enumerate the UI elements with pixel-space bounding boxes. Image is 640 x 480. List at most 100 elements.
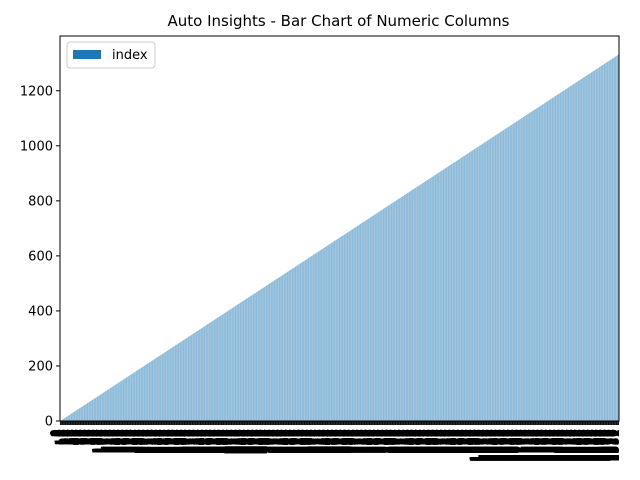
x-tick-label: 117 [98, 429, 113, 454]
x-tick-label: 202 [134, 429, 149, 454]
x-tick-label: 100 [91, 429, 106, 454]
x-tick-label: 192 [130, 429, 145, 454]
x-tick-label: 226 [144, 429, 159, 454]
x-tick-label: 149 [112, 429, 127, 454]
x-tick-label: 161 [117, 429, 132, 454]
x-tick-label: 24 [59, 429, 74, 446]
x-tick-label: 1 [50, 429, 65, 437]
x-tick-label: 206 [136, 429, 151, 454]
x-tick-label: 111 [96, 429, 111, 454]
x-tick-label: 225 [144, 429, 159, 454]
x-tick-label: 215 [139, 429, 154, 454]
x-tick-label: 227 [144, 429, 159, 454]
x-tick-label: 112 [96, 429, 111, 454]
x-tick-label: 6 [52, 429, 67, 437]
x-tick-label: 170 [121, 429, 136, 454]
x-tick-label: 169 [120, 429, 135, 454]
x-tick-label: 204 [135, 429, 150, 454]
x-tick-label: 237 [149, 429, 164, 454]
x-tick-label: 160 [116, 429, 131, 454]
x-tick-label: 5 [51, 429, 66, 437]
x-tick-label: 249 [154, 429, 169, 454]
x-tick-label: 140 [108, 429, 123, 454]
x-tick-label: 118 [99, 429, 114, 454]
x-tick-label: 124 [101, 429, 116, 454]
x-tick-label: 57 [73, 429, 88, 446]
x-tick-label: 91 [87, 429, 102, 446]
x-tick-label: 172 [121, 429, 136, 454]
x-tick-label: 184 [126, 429, 141, 454]
x-tick-label: 48 [69, 429, 84, 446]
x-tick-label: 241 [150, 429, 165, 454]
x-tick-label: 89 [87, 429, 102, 446]
x-tick-label: 134 [105, 429, 120, 454]
x-tick-label: 245 [152, 429, 167, 454]
x-tick-label: 84 [84, 429, 99, 446]
x-tick-label: 179 [124, 429, 139, 454]
x-tick-label: 130 [104, 429, 119, 454]
x-tick-label: 194 [131, 429, 146, 454]
x-tick-label: 171 [121, 429, 136, 454]
x-tick-label: 99 [91, 429, 106, 446]
x-tick-label: 51 [71, 429, 86, 446]
x-tick-label: 136 [106, 429, 121, 454]
x-tick-label: 150 [112, 429, 127, 454]
x-tick-label: 3 [50, 429, 65, 437]
x-tick-label: 185 [127, 429, 142, 454]
x-tick-label: 212 [138, 429, 153, 454]
x-tick-label: 168 [120, 429, 135, 454]
x-tick-label: 68 [78, 429, 93, 446]
x-tick-label: 14 [55, 429, 70, 446]
x-tick-label: 163 [118, 429, 133, 454]
x-tick-label: 25 [60, 429, 75, 446]
x-tick-label: 209 [137, 429, 152, 454]
x-tick-label: 90 [87, 429, 102, 446]
x-tick-label: 33 [63, 429, 78, 446]
x-tick-label: 50 [70, 429, 85, 446]
x-tick-label: 98 [90, 429, 105, 446]
x-tick-label: 128 [103, 429, 118, 454]
x-tick-label: 56 [73, 429, 88, 446]
x-tick-label: 52 [71, 429, 86, 446]
x-tick-label: 244 [152, 429, 167, 454]
x-tick-label: 239 [149, 429, 164, 454]
x-tick-label: 31 [62, 429, 77, 446]
x-tick-label: 183 [126, 429, 141, 454]
plot-area [60, 54, 619, 422]
x-tick-label: 113 [97, 429, 112, 454]
x-tick-label: 59 [74, 429, 89, 446]
x-tick-label: 7 [52, 429, 67, 437]
x-tick-label: 95 [89, 429, 104, 446]
x-tick-label: 144 [110, 429, 125, 454]
x-tick-label: 219 [141, 429, 156, 454]
x-tick-label: 166 [119, 429, 134, 454]
x-tick-label: 199 [133, 429, 148, 454]
x-tick-label: 115 [97, 429, 112, 454]
x-tick-label: 207 [136, 429, 151, 454]
x-tick-label: 93 [88, 429, 103, 446]
x-tick-label: 46 [69, 429, 84, 446]
x-tick-label: 232 [147, 429, 162, 454]
x-tick-label: 58 [74, 429, 89, 446]
x-tick-label: 37 [65, 429, 80, 446]
x-tick-label: 247 [153, 429, 168, 454]
x-tick-label: 187 [128, 429, 143, 454]
x-tick-label: 82 [84, 429, 99, 446]
x-tick-label: 62 [75, 429, 90, 446]
x-tick-label: 103 [92, 429, 107, 454]
x-tick-label: 167 [119, 429, 134, 454]
x-tick-label: 41 [66, 429, 81, 446]
x-tick-label: 13 [55, 429, 70, 446]
x-tick-label: 220 [141, 429, 156, 454]
x-tick-label: 211 [138, 429, 153, 454]
y-tick-label: 600 [28, 249, 53, 264]
x-tick-label: 80 [83, 429, 98, 446]
x-tick-label: 182 [126, 429, 141, 454]
x-tick-label: 189 [128, 429, 143, 454]
x-tick-label: 79 [82, 429, 97, 446]
x-tick-label: 200 [133, 429, 148, 454]
x-tick-label: 16 [56, 429, 71, 446]
x-tick-label: 203 [134, 429, 149, 454]
x-tick-label: 4 [51, 429, 66, 437]
